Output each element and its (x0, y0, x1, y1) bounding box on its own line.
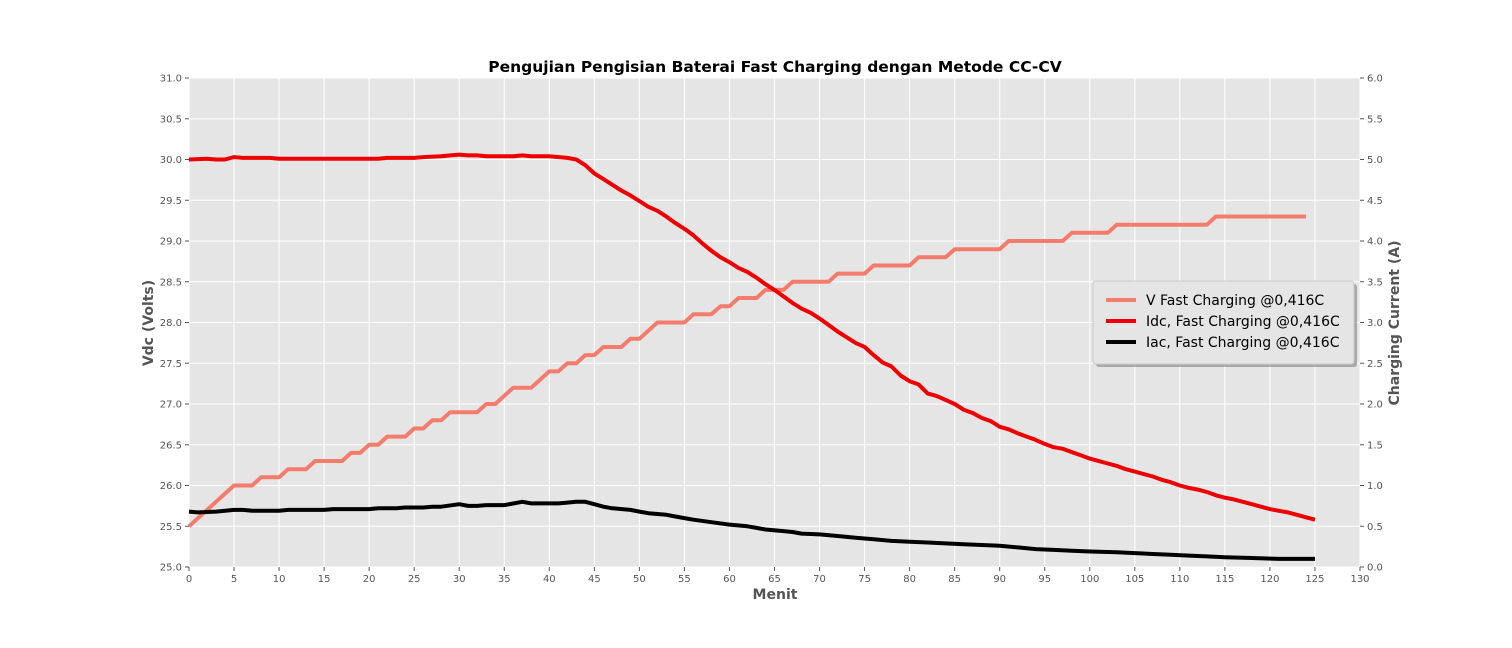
y-tick-label: 30.0 (160, 155, 182, 166)
y-tick-label: 25.0 (160, 563, 182, 574)
x-tick-label: 100 (1080, 574, 1099, 585)
iac-fast-charging-line (188, 499, 1315, 561)
x-tick-label: 55 (678, 574, 691, 585)
x-tick-label: 40 (543, 574, 556, 585)
legend-label-iac: Iac, Fast Charging @0,416C (1146, 335, 1340, 351)
y2-tick-label: 1.0 (1367, 481, 1383, 492)
x-tick-label: 95 (1038, 574, 1051, 585)
x-tick-label: 10 (273, 574, 286, 585)
y-tick-label: 27.0 (160, 400, 182, 411)
v-fast-charging-line (187, 214, 1306, 528)
x-tick-label: 30 (453, 574, 466, 585)
x-tick-label: 105 (1125, 574, 1144, 585)
x-tick-label: 45 (588, 574, 601, 585)
idc-fast-charging-line (188, 152, 1316, 522)
y2-tick-label: 4.5 (1367, 196, 1383, 207)
x-tick-label: 120 (1260, 574, 1279, 585)
x-tick-label: 60 (723, 574, 736, 585)
x-tick-label: 65 (768, 574, 781, 585)
y-tick-label: 25.5 (160, 522, 182, 533)
y2-tick-label: 1.5 (1367, 440, 1383, 451)
x-tick-label: 85 (948, 574, 961, 585)
y2-tick-label: 0.5 (1367, 522, 1383, 533)
y2-axis-label: Charging Current (A) (1387, 241, 1403, 406)
y-tick-label: 26.0 (160, 481, 182, 492)
x-tick-label: 20 (363, 574, 376, 585)
x-tick-label: 5 (231, 574, 237, 585)
y2-tick-label: 5.0 (1367, 155, 1383, 166)
y2-tick-label: 3.0 (1367, 318, 1383, 329)
y2-tick-label: 2.0 (1367, 400, 1383, 411)
y-tick-label: 27.5 (160, 359, 182, 370)
x-tick-label: 125 (1305, 574, 1324, 585)
x-tick-label: 25 (408, 574, 421, 585)
axes: 0 5 10 15 20 25 30 35 40 45 50 55 60 65 70 75 80 85 90 95 10… (160, 74, 1383, 586)
legend-box (1092, 280, 1355, 365)
x-tick-label: 50 (633, 574, 646, 585)
legend: V Fast Charging @0,416C Idc, Fast Chargi… (1092, 280, 1357, 367)
y2-tick-label: 2.5 (1367, 359, 1383, 370)
y2-tick-label: 4.0 (1367, 237, 1383, 248)
y-tick-label: 28.5 (160, 277, 182, 288)
y-tick-label: 29.0 (160, 237, 182, 248)
y2-tick-label: 6.0 (1367, 74, 1383, 85)
x-tick-label: 35 (498, 574, 511, 585)
y2-tick-label: 5.5 (1367, 114, 1383, 125)
y-axis-label: Vdc (Volts) (141, 280, 157, 366)
x-axis-label: Menit (753, 587, 798, 603)
x-tick-label: 110 (1170, 574, 1189, 585)
y2-tick-label: 0.0 (1367, 563, 1383, 574)
x-tick-label: 130 (1350, 574, 1369, 585)
series-layer (187, 152, 1316, 561)
legend-label-v: V Fast Charging @0,416C (1146, 293, 1324, 309)
y-tick-label: 28.0 (160, 318, 182, 329)
x-tick-label: 75 (858, 574, 871, 585)
chart-title: Pengujian Pengisian Baterai Fast Chargin… (488, 58, 1061, 76)
x-tick-label: 80 (903, 574, 916, 585)
y-tick-label: 29.5 (160, 196, 182, 207)
x-tick-label: 70 (813, 574, 826, 585)
y-tick-label: 30.5 (160, 114, 182, 125)
x-tick-label: 90 (993, 574, 1006, 585)
y2-tick-label: 3.5 (1367, 277, 1383, 288)
x-tick-label: 0 (186, 574, 192, 585)
y-tick-label: 26.5 (160, 440, 182, 451)
x-tick-label: 15 (318, 574, 331, 585)
x-tick-label: 115 (1215, 574, 1234, 585)
legend-label-idc: Idc, Fast Charging @0,416C (1146, 314, 1340, 330)
y-tick-label: 31.0 (160, 74, 182, 85)
